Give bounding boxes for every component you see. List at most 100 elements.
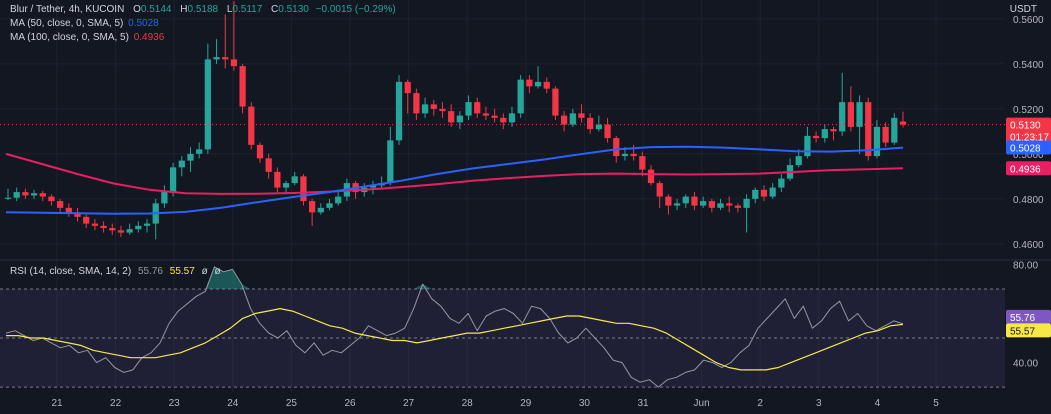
candle-body	[57, 201, 64, 208]
symbol-row: Blur / Tether, 4h, KUCOIN O0.5144 H0.518…	[10, 3, 396, 17]
candle-body	[526, 79, 533, 87]
candle-body	[673, 203, 681, 206]
candle-body	[465, 102, 472, 116]
candle-body	[873, 126, 881, 157]
candle-body	[656, 183, 663, 197]
candle-body	[839, 102, 846, 132]
candle-body	[22, 192, 29, 196]
candle-body	[760, 189, 768, 197]
candle-body	[100, 225, 107, 229]
candle-body	[48, 196, 55, 202]
candle-body	[491, 115, 498, 118]
rsi-overbought-fill	[205, 266, 432, 289]
ma100-line	[5, 152, 904, 195]
open-value: 0.5144	[140, 4, 172, 15]
rsi-label: RSI (14, close, SMA, 14, 2)	[10, 266, 132, 277]
open-label: O	[133, 4, 141, 15]
candle-body	[743, 198, 750, 208]
price-tick-label: 0.5200	[1013, 105, 1044, 116]
rsi-line	[5, 266, 904, 388]
candle-body	[769, 187, 776, 197]
time-tick-label: 23	[169, 398, 181, 409]
candle-body	[543, 81, 550, 89]
candle-body	[387, 140, 394, 184]
candle-body	[474, 102, 481, 114]
time-tick-label: 27	[403, 398, 415, 409]
candle-body	[213, 57, 220, 60]
candle-body	[30, 193, 38, 196]
high-value: 0.5188	[187, 4, 219, 15]
candle-body	[13, 192, 20, 198]
candle-body	[74, 212, 81, 217]
rsi-band-fill	[0, 288, 1005, 388]
rsi-tick-label: 40.00	[1013, 359, 1038, 370]
candle-body	[830, 129, 837, 132]
candle-body	[621, 153, 629, 157]
last-price-badge-text: 0.5130	[1010, 121, 1041, 132]
time-tick-label: 24	[227, 398, 239, 409]
time-tick-label: 4	[875, 398, 881, 409]
candle-body	[404, 81, 411, 94]
candle-body	[161, 192, 168, 204]
candle-body	[778, 178, 785, 188]
currency-label[interactable]: USDT	[1009, 4, 1037, 15]
candle-body	[665, 196, 672, 206]
candle-body	[595, 124, 603, 130]
candle-body	[639, 156, 646, 170]
candle-body	[282, 183, 290, 188]
close-label: C	[271, 4, 279, 15]
candle-body	[500, 117, 507, 123]
ma50-label: MA (50, close, 0, SMA, 5)	[10, 18, 124, 29]
candle-body	[143, 223, 151, 226]
candle-body	[369, 185, 377, 188]
rsi-legend[interactable]: RSI (14, close, SMA, 14, 2) 55.76 55.57 …	[10, 266, 221, 277]
candle-body	[682, 196, 689, 204]
candle-body	[517, 79, 524, 114]
candle-body	[126, 229, 133, 233]
candle-body	[317, 207, 324, 213]
candle-body	[587, 117, 594, 130]
candle-body	[856, 102, 863, 127]
candle-body	[291, 176, 298, 184]
candle-body	[882, 126, 889, 143]
ma100-row[interactable]: MA (100, close, 0, SMA, 5) 0.4936	[10, 31, 396, 45]
time-tick-label: 21	[51, 398, 63, 409]
candle-body	[265, 158, 272, 172]
candle-body	[39, 193, 46, 197]
candle-body	[630, 153, 637, 157]
rsi-sma-line	[6, 308, 904, 371]
candle-body	[847, 102, 854, 127]
time-tick-label: 22	[110, 398, 122, 409]
candle-body	[169, 167, 177, 193]
candle-body	[395, 81, 403, 141]
ma100-badge-text: 0.4936	[1010, 164, 1041, 175]
time-tick-label: 3	[816, 398, 822, 409]
candle-body	[717, 203, 724, 208]
time-tick-label: 30	[579, 398, 591, 409]
symbol-name[interactable]: Blur / Tether, 4h, KUCOIN	[10, 4, 125, 15]
time-tick-label: Jun	[694, 398, 710, 409]
candle-body	[534, 81, 542, 87]
price-tick-label: 0.5400	[1013, 60, 1044, 71]
ma100-label: MA (100, close, 0, SMA, 5)	[10, 32, 129, 43]
candle-body	[700, 201, 707, 206]
candle-body	[647, 169, 655, 184]
candle-body	[308, 201, 316, 213]
candle-body	[239, 66, 246, 107]
candle-body	[274, 171, 281, 188]
price-tick-label: 0.5000	[1013, 150, 1044, 161]
ma50-row[interactable]: MA (50, close, 0, SMA, 5) 0.5028	[10, 17, 396, 31]
rsi-sma-value: 55.57	[169, 266, 195, 277]
candle-body	[552, 88, 559, 116]
candle-body	[899, 121, 907, 125]
candle-body	[230, 59, 238, 67]
candle-body	[65, 207, 72, 213]
candle-body	[795, 156, 802, 166]
price-tick-label: 0.5600	[1013, 15, 1044, 26]
time-tick-label: 31	[637, 398, 649, 409]
rsi-sma-badge-bg	[1006, 323, 1051, 338]
candle-body	[448, 111, 455, 123]
candle-body	[508, 113, 516, 123]
